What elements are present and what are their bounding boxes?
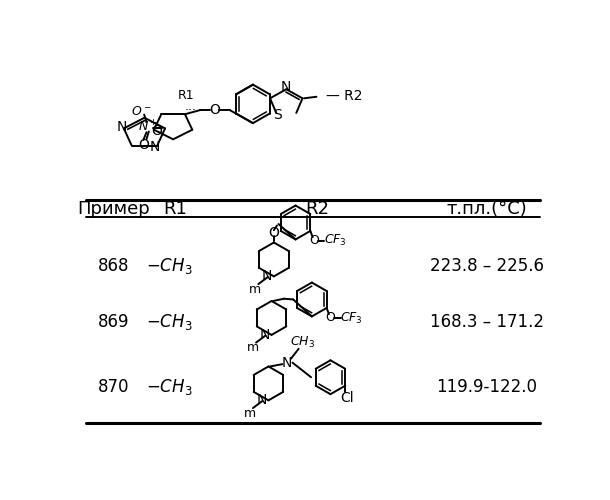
Text: 870: 870 — [98, 378, 129, 396]
Text: N: N — [260, 328, 270, 342]
Text: R1: R1 — [178, 90, 195, 102]
Text: O: O — [309, 234, 319, 248]
Text: N: N — [117, 120, 127, 134]
Text: 119.9-122.0: 119.9-122.0 — [437, 378, 537, 396]
Text: N: N — [257, 394, 267, 407]
Text: S: S — [273, 108, 282, 122]
Text: m: m — [244, 407, 256, 420]
Text: N: N — [281, 80, 292, 94]
Text: Cl: Cl — [340, 391, 354, 405]
Text: N: N — [282, 356, 292, 370]
Text: 868: 868 — [98, 256, 129, 274]
Text: O: O — [209, 103, 220, 117]
Text: O: O — [151, 124, 162, 138]
Text: R2: R2 — [305, 200, 329, 218]
Text: $-CH_3$: $-CH_3$ — [146, 312, 193, 332]
Text: 168.3 – 171.2: 168.3 – 171.2 — [430, 313, 544, 331]
Text: m: m — [247, 342, 259, 354]
Text: $CF_3$: $CF_3$ — [340, 310, 363, 326]
Text: $CH_3$: $CH_3$ — [290, 335, 315, 350]
Text: $-CH_3$: $-CH_3$ — [146, 377, 193, 397]
Text: 223.8 – 225.6: 223.8 – 225.6 — [430, 256, 544, 274]
Text: Пример: Пример — [77, 200, 150, 218]
Text: O: O — [268, 226, 279, 240]
Text: $CF_3$: $CF_3$ — [324, 234, 346, 248]
Text: N: N — [262, 270, 272, 283]
Text: т.пл.(°C): т.пл.(°C) — [447, 200, 528, 218]
Text: R1: R1 — [163, 200, 187, 218]
Text: ···: ··· — [185, 104, 197, 118]
Text: m: m — [249, 283, 261, 296]
Text: O: O — [138, 138, 149, 152]
Text: $-CH_3$: $-CH_3$ — [146, 256, 193, 276]
Text: $N^+$: $N^+$ — [138, 119, 158, 134]
Text: — R2: — R2 — [326, 89, 362, 103]
Text: N: N — [149, 140, 160, 154]
Text: $O^-$: $O^-$ — [131, 105, 152, 118]
Text: 869: 869 — [98, 313, 129, 331]
Text: O: O — [326, 312, 336, 324]
